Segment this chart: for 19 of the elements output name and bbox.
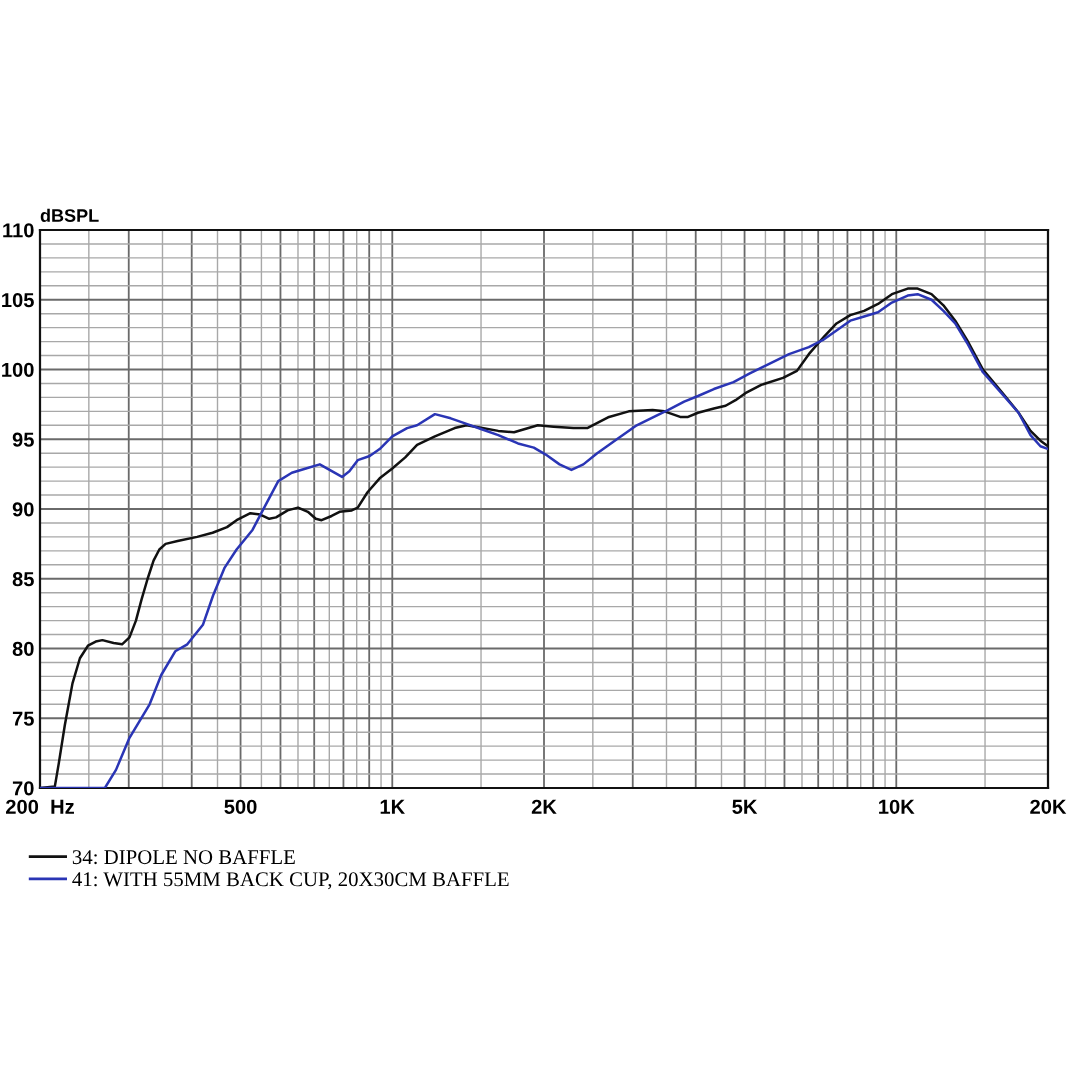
y-tick-label: 70 xyxy=(12,781,34,796)
y-tick-label: 105 xyxy=(2,292,34,308)
x-tick-label: 200 Hz xyxy=(6,799,74,814)
x-tick-label: 500 xyxy=(224,799,257,814)
x-tick-label: 1K xyxy=(380,799,405,814)
x-tick-label: 20K xyxy=(1030,799,1067,814)
y-axis-title: dBSPL xyxy=(40,208,99,222)
y-tick-label: 110 xyxy=(3,223,34,238)
x-tick-label: 10K xyxy=(879,799,915,814)
y-tick-label: 90 xyxy=(12,502,34,517)
y-tick-label: 95 xyxy=(12,432,34,447)
y-tick-label: 85 xyxy=(12,571,34,587)
legend-label: 34: DIPOLE NO BAFFLE xyxy=(72,850,295,865)
x-tick-label: 5K xyxy=(732,799,758,814)
y-tick-label: 75 xyxy=(12,711,34,726)
legend-label: 41: WITH 55MM BACK CUP, 20X30CM BAFFLE xyxy=(72,872,509,890)
y-tick-label: 100 xyxy=(2,362,34,377)
y-tick-label: 80 xyxy=(12,641,34,656)
x-tick-label: 2K xyxy=(531,799,557,814)
